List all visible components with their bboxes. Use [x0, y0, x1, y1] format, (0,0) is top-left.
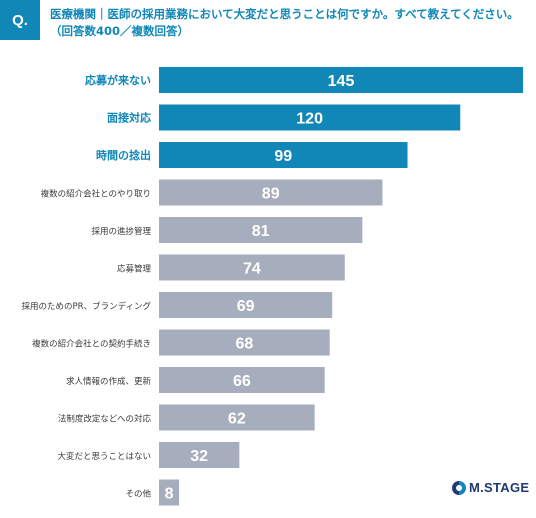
- category-label: 応募が来ない: [85, 73, 151, 87]
- bar: [159, 67, 523, 93]
- category-label: 採用の進捗管理: [91, 226, 151, 237]
- bar: [159, 442, 240, 468]
- bar: [159, 179, 383, 206]
- value-label: 8: [165, 486, 174, 503]
- bar: [159, 479, 180, 506]
- bar: [159, 404, 315, 431]
- value-label: 145: [328, 73, 355, 90]
- logo-text: M.STAGE: [469, 480, 530, 495]
- value-label: 81: [252, 223, 270, 240]
- value-label: 74: [243, 261, 261, 278]
- category-label: 複数の紹介会社とのやり取り: [41, 189, 151, 200]
- value-label: 99: [274, 148, 292, 165]
- mstage-logo: M.STAGE: [452, 480, 529, 495]
- question-badge: Q.: [0, 0, 40, 40]
- category-label: 複数の紹介会社との契約手続き: [32, 339, 151, 350]
- bar: [159, 292, 333, 318]
- value-label: 68: [235, 336, 253, 353]
- category-label: 応募管理: [117, 264, 152, 275]
- bar: [159, 142, 408, 168]
- question-text: 医療機関｜医師の採用業務において大変だと思うことは何ですか。すべて教えてください…: [50, 6, 530, 40]
- question-line-2: （回答数400／複数回答）: [50, 24, 190, 38]
- value-label: 120: [296, 111, 323, 128]
- question-line-1: 医療機関｜医師の採用業務において大変だと思うことは何ですか。すべて教えてください…: [50, 7, 519, 21]
- value-label: 32: [190, 448, 208, 465]
- category-label: その他: [125, 489, 151, 500]
- category-label: 採用のためのPR、ブランディング: [22, 301, 152, 312]
- bar: [159, 217, 363, 243]
- category-label: 求人情報の作成、更新: [66, 376, 152, 387]
- mstage-logo-icon: [452, 480, 466, 495]
- value-label: 89: [262, 186, 280, 203]
- category-label: 法制度改定などへの対応: [58, 414, 152, 425]
- bar: [159, 367, 325, 393]
- value-label: 69: [237, 298, 255, 315]
- value-label: 62: [228, 411, 246, 428]
- bar: [159, 254, 345, 281]
- category-label: 時間の捻出: [96, 148, 151, 162]
- bar: [159, 104, 461, 131]
- category-label: 大変だと思うことはない: [57, 451, 151, 462]
- value-label: 66: [233, 373, 251, 390]
- bar: [159, 329, 330, 356]
- category-label: 面接対応: [107, 111, 151, 125]
